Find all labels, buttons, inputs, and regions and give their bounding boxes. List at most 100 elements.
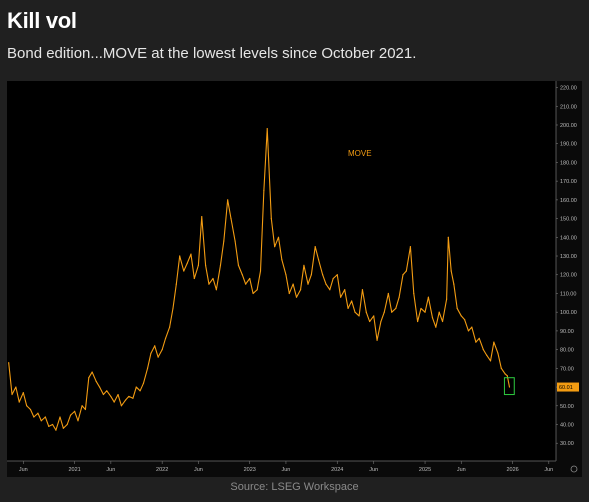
y-tick-label: 180.00 bbox=[560, 160, 577, 166]
move-data-point bbox=[431, 317, 434, 319]
move-data-point bbox=[420, 307, 422, 310]
move-data-point bbox=[347, 307, 349, 310]
x-tick-label: Jun bbox=[194, 467, 203, 473]
move-data-point bbox=[270, 217, 272, 220]
move-data-point bbox=[164, 337, 167, 339]
move-data-point bbox=[146, 367, 149, 369]
move-data-point bbox=[183, 270, 185, 272]
move-data-point bbox=[475, 341, 477, 343]
move-data-point bbox=[62, 427, 64, 429]
move-data-point bbox=[453, 283, 455, 285]
move-data-point bbox=[322, 274, 324, 276]
move-data-point bbox=[215, 289, 217, 291]
move-data-point bbox=[292, 283, 294, 285]
x-axis-settings-icon[interactable] bbox=[570, 465, 578, 473]
x-tick-label: 2023 bbox=[244, 467, 256, 473]
x-axis-ticks: Jun 2021 Jun 2022 Jun 2023 Jun 2024 Jun 2025 Jun 20… bbox=[19, 461, 553, 473]
move-data-point bbox=[413, 292, 415, 295]
move-data-point bbox=[325, 283, 327, 285]
move-data-point bbox=[478, 337, 480, 339]
move-data-point bbox=[106, 390, 108, 392]
move-data-point bbox=[139, 390, 141, 392]
move-data-point bbox=[212, 277, 214, 280]
move-data-point bbox=[295, 296, 298, 298]
move-data-point bbox=[285, 274, 287, 276]
move-data-point bbox=[506, 375, 508, 377]
move-data-point bbox=[307, 283, 309, 285]
move-data-point bbox=[249, 277, 251, 280]
low-level-highlight-box bbox=[503, 377, 515, 396]
move-data-point bbox=[193, 277, 195, 280]
x-tick-label: Jun bbox=[19, 467, 28, 473]
move-data-point bbox=[438, 311, 440, 313]
move-data-point bbox=[486, 354, 488, 356]
move-data-point bbox=[395, 307, 397, 310]
move-data-point bbox=[113, 401, 115, 403]
move-data-point bbox=[84, 408, 87, 411]
move-data-point bbox=[376, 339, 378, 341]
move-data-point bbox=[441, 320, 444, 323]
y-tick-label: 90.00 bbox=[560, 329, 574, 335]
y-tick-label: 110.00 bbox=[560, 291, 576, 297]
move-data-point bbox=[11, 393, 13, 396]
move-data-point bbox=[402, 274, 404, 276]
move-data-point bbox=[259, 270, 262, 272]
move-data-point bbox=[169, 326, 171, 328]
y-tick-label: 80.00 bbox=[560, 348, 574, 354]
y-tick-label: 140.00 bbox=[560, 235, 577, 241]
move-data-point bbox=[29, 408, 32, 411]
y-axis-band bbox=[556, 81, 582, 461]
move-data-point bbox=[95, 380, 97, 383]
move-data-point bbox=[405, 270, 407, 272]
move-data-point bbox=[223, 240, 225, 242]
move-data-point bbox=[88, 377, 90, 379]
move-data-point bbox=[340, 296, 342, 298]
move-data-point bbox=[391, 311, 393, 313]
move-data-point bbox=[219, 264, 222, 266]
move-data-point bbox=[81, 405, 83, 407]
move-data-point bbox=[460, 315, 462, 317]
move-data-point bbox=[344, 289, 346, 291]
move-data-point bbox=[128, 395, 130, 398]
y-tick-label: 190.00 bbox=[560, 142, 577, 148]
y-tick-label: 100.00 bbox=[560, 310, 577, 316]
move-data-point bbox=[59, 416, 61, 418]
x-tick-label: 2026 bbox=[506, 467, 518, 473]
move-data-point bbox=[274, 246, 276, 248]
move-data-point bbox=[336, 274, 338, 276]
move-data-point bbox=[154, 345, 156, 347]
move-data-point bbox=[208, 283, 210, 285]
move-data-point bbox=[365, 311, 367, 313]
move-data-point bbox=[91, 371, 93, 373]
y-tick-label: 170.00 bbox=[560, 179, 577, 185]
move-data-point bbox=[22, 392, 24, 394]
y-tick-label: 30.00 bbox=[560, 441, 574, 447]
x-tick-label: Jun bbox=[369, 467, 378, 473]
move-data-point bbox=[464, 319, 466, 321]
move-data-point bbox=[456, 307, 458, 310]
move-data-point bbox=[132, 397, 134, 399]
x-tick-label: Jun bbox=[457, 467, 466, 473]
move-data-point bbox=[471, 326, 473, 328]
x-tick-label: Jun bbox=[281, 467, 290, 473]
move-data-point bbox=[74, 410, 76, 412]
y-tick-label: 200.00 bbox=[560, 123, 577, 129]
move-data-point bbox=[135, 386, 137, 388]
move-data-point bbox=[329, 289, 331, 291]
move-data-point bbox=[281, 259, 283, 261]
move-data-point bbox=[252, 292, 254, 295]
move-data-point bbox=[299, 289, 302, 291]
move-data-point bbox=[48, 425, 50, 427]
move-data-point bbox=[263, 189, 265, 192]
move-data-point bbox=[358, 315, 360, 317]
move-data-point bbox=[102, 393, 105, 396]
move-data-point bbox=[424, 311, 426, 313]
move-data-point bbox=[387, 292, 389, 295]
move-data-point bbox=[314, 246, 316, 248]
move-data-point bbox=[190, 253, 192, 255]
move-data-point bbox=[398, 296, 400, 298]
x-tick-label: 2024 bbox=[331, 467, 343, 473]
x-tick-label: Jun bbox=[544, 467, 553, 473]
move-data-point bbox=[186, 262, 188, 265]
move-data-point bbox=[446, 298, 448, 300]
